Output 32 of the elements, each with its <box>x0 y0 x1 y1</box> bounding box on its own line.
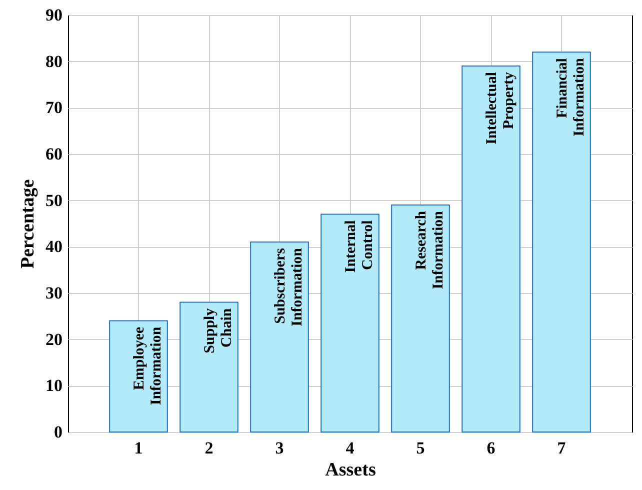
annotation: Financial Information <box>554 57 588 136</box>
bar <box>532 52 591 432</box>
x-tick-label: 1 <box>134 438 143 458</box>
x-tick-label: 2 <box>204 438 214 458</box>
y-tick-label: 20 <box>46 330 62 349</box>
annotation: Research Information <box>414 210 446 290</box>
bar <box>250 242 309 432</box>
y-tick-label: 80 <box>46 52 62 71</box>
y-tick-label: 10 <box>46 376 62 396</box>
bar <box>391 204 450 432</box>
y-tick-label: 30 <box>46 284 62 302</box>
x-tick-label: 5 <box>416 438 425 458</box>
y-tick-label: 70 <box>46 98 62 118</box>
bar <box>320 214 380 432</box>
annotation: Internal Control <box>343 220 376 273</box>
annotation: Intellectual Property <box>484 71 517 144</box>
y-axis-title: Percentage <box>18 179 38 269</box>
bar <box>462 65 520 432</box>
bar <box>180 302 238 432</box>
x-tick-label: 3 <box>275 438 284 458</box>
x-tick-label: 7 <box>557 438 566 458</box>
y-tick-label: 40 <box>46 237 62 256</box>
annotation: Supply Chain <box>202 308 235 354</box>
y-tick-label: 50 <box>46 190 62 210</box>
annotation: Employee Information <box>132 326 164 406</box>
x-tick-label: 4 <box>346 438 355 458</box>
annotation: Subscribers Information <box>272 247 306 326</box>
x-axis-title: Assets <box>325 460 376 480</box>
y-tick-label: 60 <box>46 144 62 164</box>
y-tick-label: 90 <box>46 6 62 24</box>
y-tick-label: 0 <box>54 422 62 442</box>
x-tick-label: 6 <box>486 438 496 458</box>
